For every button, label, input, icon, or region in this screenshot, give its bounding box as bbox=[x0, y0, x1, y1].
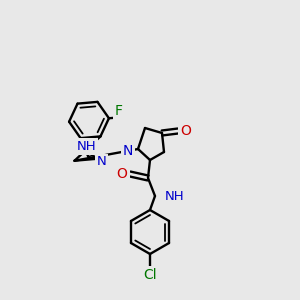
Text: O: O bbox=[117, 167, 128, 181]
Text: NH: NH bbox=[165, 190, 184, 203]
Text: Cl: Cl bbox=[143, 268, 157, 282]
Text: O: O bbox=[181, 124, 191, 138]
Text: F: F bbox=[115, 104, 123, 118]
Text: N: N bbox=[123, 144, 133, 158]
Text: N: N bbox=[97, 155, 106, 169]
Text: NH: NH bbox=[76, 140, 96, 153]
